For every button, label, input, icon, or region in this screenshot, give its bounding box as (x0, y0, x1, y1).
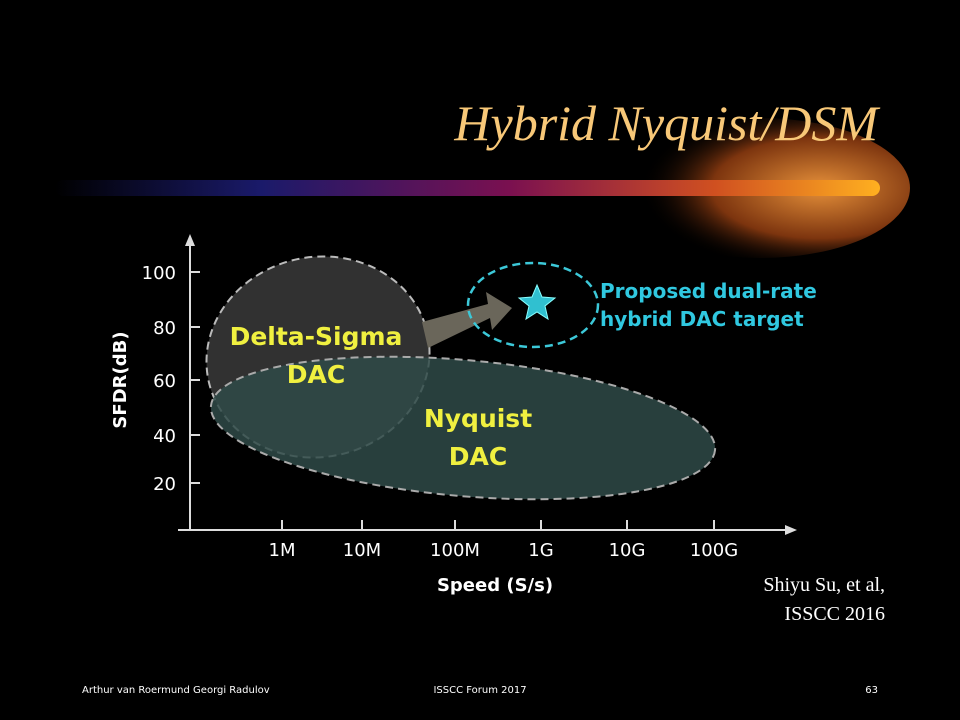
nyquist-label: Nyquist (424, 404, 532, 433)
target-label: hybrid DAC target (600, 307, 804, 331)
citation: Shiyu Su, et al, (763, 574, 885, 596)
x-axis-label: Speed (S/s) (437, 575, 553, 596)
nyquist-label: DAC (449, 442, 507, 471)
title: Hybrid Nyquist/DSM (453, 95, 880, 151)
target-region (466, 261, 600, 349)
y-tick-label: 80 (153, 318, 176, 339)
x-tick-label: 100G (690, 540, 738, 561)
figure: Delta-Sigma DAC Nyquist DAC Proposed dua… (110, 234, 817, 596)
y-axis-label: SFDR(dB) (110, 331, 131, 428)
y-tick-label: 20 (153, 474, 176, 495)
delta-sigma-label: DAC (287, 360, 345, 389)
citation: ISSCC 2016 (784, 603, 885, 625)
y-tick-label: 100 (142, 263, 176, 284)
target-star (517, 283, 557, 321)
footer-page: 63 (865, 685, 878, 696)
decor-bar (55, 180, 880, 196)
footer-authors: Arthur van Roermund Georgi Radulov (82, 685, 270, 696)
y-arrow (185, 234, 195, 246)
arrow (422, 292, 512, 348)
x-tick-label: 1G (528, 540, 553, 561)
y-tick-label: 40 (153, 426, 176, 447)
x-tick-label: 10M (343, 540, 381, 561)
x-tick-label: 10G (609, 540, 646, 561)
x-tick-label: 100M (430, 540, 480, 561)
y-tick-label: 60 (153, 371, 176, 392)
nyquist-region (209, 355, 717, 501)
delta-sigma-label: Delta-Sigma (230, 322, 403, 351)
x-tick-label: 1M (269, 540, 296, 561)
x-arrow (785, 525, 797, 535)
target-label: Proposed dual-rate (600, 279, 817, 303)
footer-event: ISSCC Forum 2017 (433, 685, 526, 696)
